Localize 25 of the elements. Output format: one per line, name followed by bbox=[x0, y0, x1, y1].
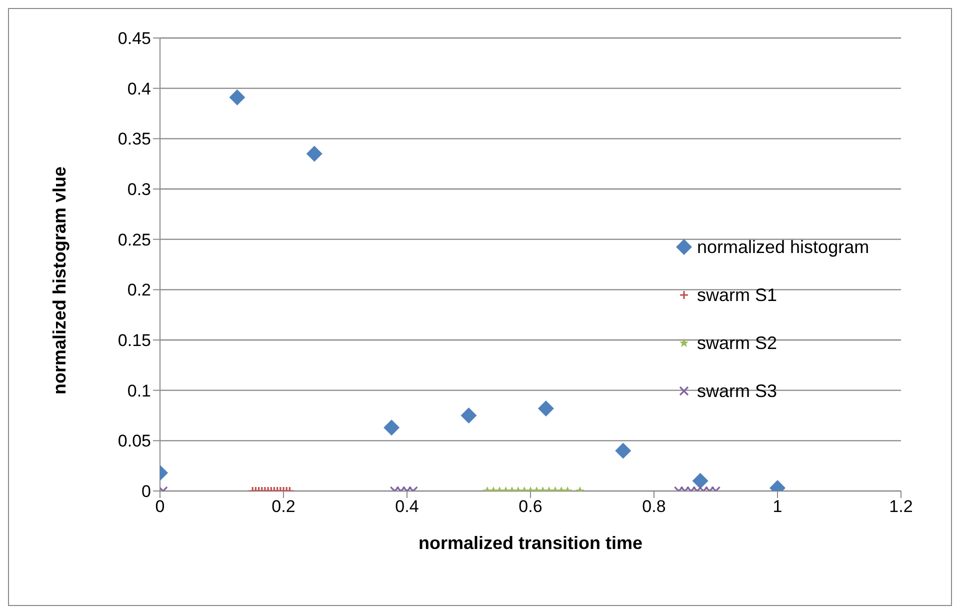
point bbox=[229, 89, 246, 106]
legend-label: normalized histogram bbox=[697, 236, 870, 258]
y-tick-label: 0.35 bbox=[118, 130, 151, 149]
legend-label: swarm S3 bbox=[697, 380, 778, 402]
x-tick-label: 0.2 bbox=[272, 497, 296, 516]
y-tick-label: 0.2 bbox=[127, 280, 151, 300]
x-tick-label: 0.6 bbox=[518, 497, 542, 516]
y-tick-label: 0.15 bbox=[118, 331, 151, 350]
point bbox=[306, 146, 322, 162]
x-tick-label: 1.2 bbox=[889, 497, 913, 516]
x-tick-label: 1 bbox=[772, 497, 782, 516]
legend-label: swarm S2 bbox=[697, 332, 778, 354]
y-tick-label: 0.3 bbox=[127, 180, 151, 200]
y-tick-label: 0.1 bbox=[127, 381, 151, 400]
x-tick-label: 0.4 bbox=[395, 497, 419, 516]
y-tick-label: 0.4 bbox=[127, 79, 151, 98]
y-tick-label: 0 bbox=[142, 482, 151, 502]
y-tick-label: 0.45 bbox=[118, 29, 151, 48]
x-axis-title: normalized transition time bbox=[418, 533, 643, 553]
x-tick-label: 0 bbox=[155, 497, 165, 516]
y-tick-label: 0.05 bbox=[118, 432, 151, 451]
y-tick-label: 0.25 bbox=[118, 230, 151, 250]
y-axis-title: normalized histogram vlue bbox=[49, 166, 70, 394]
x-tick-label: 0.8 bbox=[642, 497, 666, 516]
legend-label: swarm S1 bbox=[697, 284, 778, 306]
